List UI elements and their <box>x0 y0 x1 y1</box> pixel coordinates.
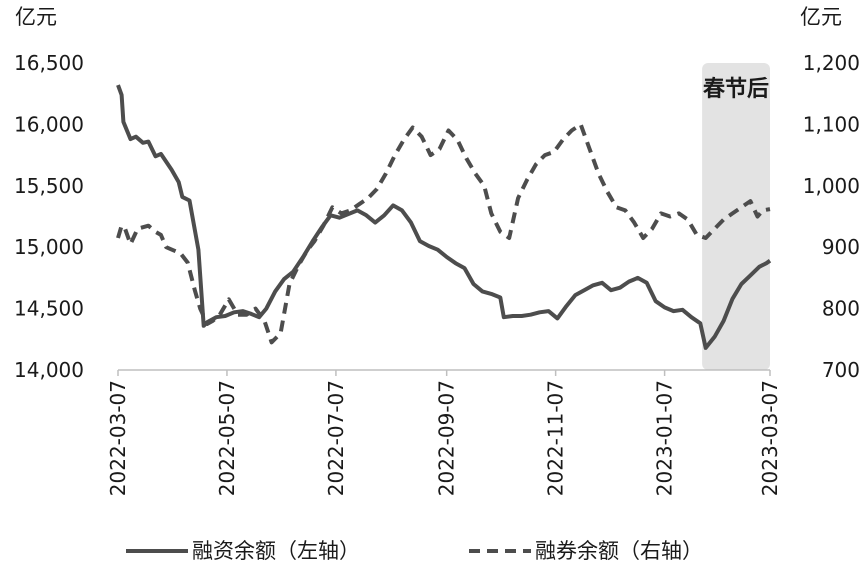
left-axis-unit: 亿元 <box>15 5 57 29</box>
left-tick-label: 15,500 <box>14 174 84 198</box>
post-spring-festival-band: 春节后 <box>702 63 770 370</box>
x-tick-label: 2022-05-07 <box>215 380 239 496</box>
x-tick-label: 2022-11-07 <box>544 380 568 496</box>
series-line-financing-balance <box>116 84 772 350</box>
left-tick-label: 16,000 <box>14 112 84 136</box>
left-tick-label: 14,000 <box>14 358 84 382</box>
x-tick-label: 2023-03-07 <box>758 380 782 496</box>
legend-label-securities: 融券余额（右轴） <box>535 539 703 563</box>
right-tick-label: 800 <box>822 297 860 321</box>
right-tick-label: 700 <box>822 358 860 382</box>
right-tick-label: 1,200 <box>803 51 860 75</box>
legend: 融资余额（左轴） 融券余额（右轴） <box>126 539 703 563</box>
left-y-axis-ticks: 16,500 16,000 15,500 15,000 14,500 14,000 <box>14 51 84 382</box>
annotation-label: 春节后 <box>703 76 769 102</box>
right-y-axis-ticks: 1,200 1,100 1,000 900 800 700 <box>803 51 860 382</box>
left-tick-label: 14,500 <box>14 297 84 321</box>
right-tick-label: 1,100 <box>803 112 860 136</box>
x-tick-label: 2022-07-07 <box>324 380 348 496</box>
left-tick-label: 15,000 <box>14 235 84 259</box>
right-axis-unit: 亿元 <box>800 5 842 29</box>
series-line-securities-lending-balance <box>116 122 771 345</box>
x-tick-label: 2022-09-07 <box>435 380 459 496</box>
x-tick-label: 2022-03-07 <box>106 380 130 496</box>
x-axis-ticks: 2022-03-07 2022-05-07 2022-07-07 2022-09-07… <box>106 370 782 496</box>
x-tick-label: 2023-01-07 <box>653 380 677 496</box>
right-tick-label: 900 <box>822 235 860 259</box>
right-tick-label: 1,000 <box>803 174 860 198</box>
legend-label-financing: 融资余额（左轴） <box>192 539 360 563</box>
left-tick-label: 16,500 <box>14 51 84 75</box>
shade-rect <box>702 63 770 370</box>
